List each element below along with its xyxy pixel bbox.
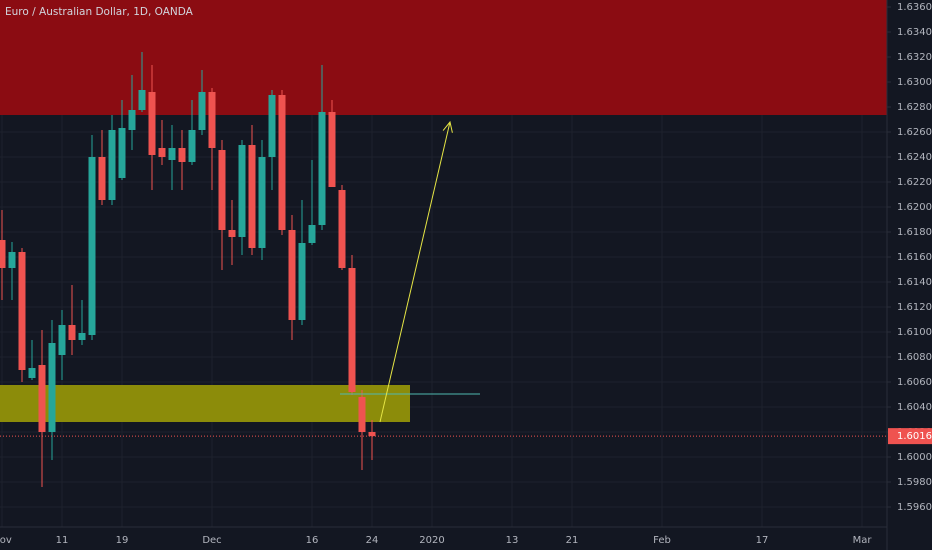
candle-body <box>218 150 226 230</box>
candle-body <box>98 157 106 200</box>
x-tick-label: 19 <box>116 535 129 546</box>
y-tick-label: 1.62000 <box>897 202 932 213</box>
arrow-head <box>442 120 453 133</box>
candle-body <box>348 268 356 392</box>
candle-body <box>308 225 316 243</box>
candle-body <box>188 130 196 162</box>
x-tick-label: 24 <box>366 535 379 546</box>
candle-body <box>118 128 126 178</box>
candle-body <box>298 243 306 320</box>
x-tick-label: 13 <box>506 535 519 546</box>
y-tick-label: 1.60800 <box>897 352 932 363</box>
y-tick-label: 1.61600 <box>897 252 932 263</box>
last-price-label: 1.60167 <box>897 431 932 442</box>
y-tick-label: 1.62400 <box>897 152 932 163</box>
candle-body <box>338 190 346 268</box>
y-tick-label: 1.59800 <box>897 477 932 488</box>
y-tick-label: 1.61200 <box>897 302 932 313</box>
x-tick-label: 2020 <box>419 535 444 546</box>
y-tick-label: 1.61800 <box>897 227 932 238</box>
candle-body <box>78 333 86 340</box>
candle-body <box>68 325 76 340</box>
y-tick-label: 1.62200 <box>897 177 932 188</box>
y-tick-label: 1.63000 <box>897 77 932 88</box>
candle-body <box>158 148 166 157</box>
y-tick-label: 1.61400 <box>897 277 932 288</box>
x-tick-label: Dec <box>202 535 221 546</box>
y-tick-label: 1.63200 <box>897 52 932 63</box>
candle-body <box>18 252 26 370</box>
candle-body <box>258 157 266 248</box>
x-tick-label: 11 <box>56 535 69 546</box>
candle-body <box>48 343 56 432</box>
y-tick-label: 1.59600 <box>897 502 932 513</box>
candle-body <box>138 90 146 110</box>
candle-body <box>248 145 256 248</box>
candle-body <box>38 365 46 432</box>
candle-body <box>288 230 296 320</box>
candle-body <box>168 148 176 160</box>
y-tick-label: 1.61000 <box>897 327 932 338</box>
candle-body <box>328 112 336 187</box>
candle-body <box>0 240 6 268</box>
candle-body <box>268 95 276 157</box>
candle-body <box>208 92 216 148</box>
chart-title: Euro / Australian Dollar, 1D, OANDA <box>5 6 194 18</box>
x-tick-label: 17 <box>756 535 769 546</box>
candle-body <box>178 148 186 162</box>
x-tick-label: 21 <box>566 535 579 546</box>
candle-body <box>228 230 236 237</box>
y-tick-label: 1.60000 <box>897 452 932 463</box>
arrow-line <box>379 121 451 423</box>
zone <box>0 385 410 422</box>
candle-body <box>148 92 156 155</box>
y-tick-label: 1.62600 <box>897 127 932 138</box>
candle-body <box>8 252 16 268</box>
x-tick-label: Mar <box>853 535 873 546</box>
candle-body <box>318 112 326 225</box>
zone <box>0 0 887 115</box>
candle-body <box>368 432 376 437</box>
candle-body <box>128 110 136 130</box>
candle-body <box>358 397 366 432</box>
y-tick-label: 1.60400 <box>897 402 932 413</box>
x-tick-label: Nov <box>0 535 12 546</box>
y-tick-label: 1.63400 <box>897 27 932 38</box>
y-tick-label: 1.60600 <box>897 377 932 388</box>
last-price-badge <box>888 428 932 445</box>
x-tick-label: 16 <box>306 535 319 546</box>
candle-body <box>58 325 66 355</box>
x-tick-label: Feb <box>653 535 671 546</box>
candle-body <box>238 145 246 237</box>
candle-body <box>88 157 96 335</box>
candle-body <box>278 95 286 230</box>
candle-body <box>28 368 36 378</box>
y-tick-label: 1.63600 <box>897 2 932 13</box>
candle-body <box>198 92 206 130</box>
candle-body <box>108 130 116 200</box>
y-tick-label: 1.62800 <box>897 102 932 113</box>
